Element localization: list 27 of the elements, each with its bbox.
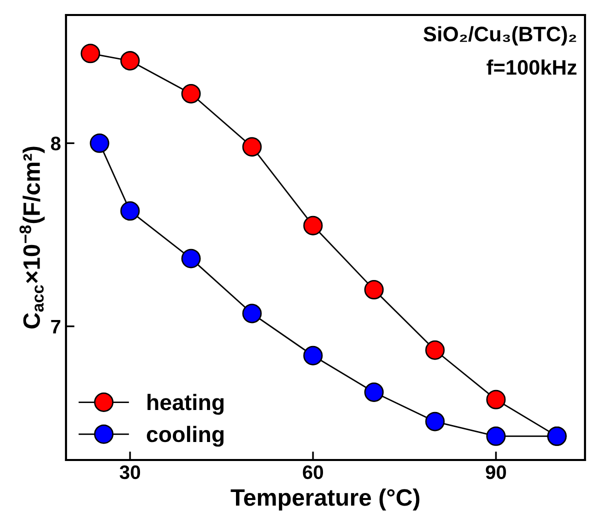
annotation: f=100kHz [486, 60, 576, 75]
y-tick-label: 8 [50, 136, 61, 150]
point [181, 84, 201, 104]
x-tick-label: 60 [302, 465, 324, 480]
point [242, 304, 262, 324]
point [120, 51, 140, 71]
y-axis-title: C$_{acc}$×10$^{−8}$(F/cm²) [20, 146, 45, 328]
point [425, 412, 445, 432]
legend-label: heating [148, 394, 224, 415]
point [242, 137, 262, 157]
point [181, 248, 201, 268]
point [90, 133, 110, 153]
point [120, 201, 140, 221]
x-tick-label: 90 [486, 465, 506, 480]
x-tick-label: 30 [120, 465, 140, 480]
x-axis-title: Temperature (°C) [230, 488, 420, 511]
point [80, 44, 100, 64]
point [364, 382, 384, 402]
point [486, 390, 506, 410]
legend-label: cooling [146, 426, 224, 447]
point [425, 340, 445, 360]
annotation: SiO₂/Cu₃(BTC)₂ [424, 26, 576, 46]
point [303, 216, 323, 236]
point [303, 346, 323, 366]
point [364, 280, 384, 300]
point [486, 426, 506, 446]
y-tick-label: 7 [51, 320, 60, 334]
